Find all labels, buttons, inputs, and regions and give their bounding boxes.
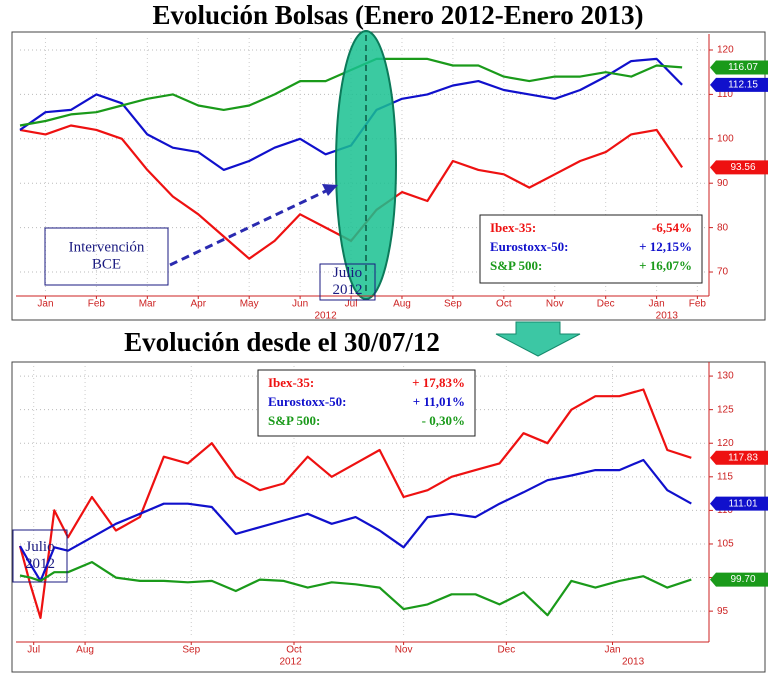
end-tag-label: 116.07 [728,62,758,73]
labels: 70 80 90 100 110 120 Jan Feb Mar Apr May Jun Jul Aug S… [16,34,768,322]
end-tag [710,160,768,175]
x-group-label: 2012 [279,657,302,668]
x-tick-label: Aug [76,645,94,656]
y-tick-label: 115 [717,471,733,482]
legend-name: Eurostoxx-50: [490,239,568,254]
x-tick-label: May [240,299,259,310]
end-tag [710,77,768,92]
labels: 95100105110115120125130JulAugSepOctNovDe… [12,362,768,668]
x-tick-label: Jan [37,299,53,310]
x-tick-label: Jul [27,645,40,656]
legend-name: S&P 500: [268,413,320,428]
y-tick-label: 125 [717,404,734,415]
dashed-arrow [169,188,329,267]
x-tick-label: Apr [190,299,206,310]
x-tick-label: Nov [546,299,564,310]
y-tick-label: 120 [717,45,734,56]
y-tick-label: 130 [717,371,734,382]
x-tick-label: Dec [597,299,615,310]
x-tick-label: Dec [497,645,515,656]
end-tag [710,572,768,587]
legend-change: + 11,01% [413,394,465,409]
x-tick-label: Jul [345,299,358,310]
legend-change: + 17,83% [412,375,465,390]
overlay [169,30,397,300]
legend-name: S&P 500: [490,258,542,273]
series-line [18,388,692,619]
legend-change: + 16,07% [639,258,692,273]
end-tag-label: 99.70 [730,574,755,585]
x-tick-label: Nov [395,645,413,656]
y-tick-label: 120 [717,438,734,449]
legend-name: Eurostoxx-50: [268,394,346,409]
x-tick-label: Jun [292,299,308,310]
legend-change: + 12,15% [639,239,692,254]
x-tick-label: Feb [689,299,707,310]
x-tick-label: Oct [496,299,512,310]
annotation-text: Julio [25,539,54,555]
end-tag [710,496,768,511]
y-tick-label: 105 [717,539,734,550]
end-tag-label: 93.56 [730,162,755,173]
x-group-label: 2013 [622,657,645,668]
arrow-head [322,184,338,196]
x-tick-label: Mar [139,299,157,310]
end-tag [710,60,768,75]
legend-box [479,214,703,284]
annotation-text: BCE [92,256,121,272]
y-tick-label: 110 [717,89,733,100]
chart-title: Evolución Bolsas (Enero 2012-Enero 2013) [152,0,643,30]
legend-box [257,369,476,437]
plot [18,366,705,638]
legend-name: Ibex-35: [490,220,536,235]
legend-name: Ibex-35: [268,375,314,390]
x-tick-label: Sep [444,299,462,310]
legend-change: - 0,30% [422,413,465,428]
y-tick-label: 70 [717,267,729,278]
annotation-box [12,529,68,583]
end-tag [710,450,768,465]
y-tick-label: 100 [717,133,734,144]
y-tick-label: 80 [717,222,729,233]
legend-change: -6,54% [652,220,692,235]
y-tick-label: 90 [717,178,729,189]
x-group-label: 2012 [314,311,337,322]
x-tick-label: Aug [393,299,411,310]
annotation-text: 2012 [25,556,55,572]
annotation-box [319,263,376,301]
x-tick-label: Sep [182,645,200,656]
annotation-text: Intervención [69,239,145,255]
end-tag-label: 111.01 [728,498,758,509]
series-line [19,458,692,582]
x-tick-label: Feb [88,299,106,310]
series-line [19,561,692,617]
x-tick-label: Jan [604,645,620,656]
x-tick-label: Oct [286,645,302,656]
end-tag-label: 117.83 [728,452,758,463]
annotation-box [44,227,169,286]
y-tick-label: 95 [717,606,729,617]
annotation-text: 2012 [333,282,363,298]
down-arrow [495,321,581,357]
annotation-text: Julio [333,265,362,281]
x-tick-label: Jan [649,299,665,310]
end-tag-label: 112.15 [728,79,758,90]
chart-title: Evolución desde el 30/07/12 [124,327,440,357]
x-group-label: 2013 [656,311,679,322]
